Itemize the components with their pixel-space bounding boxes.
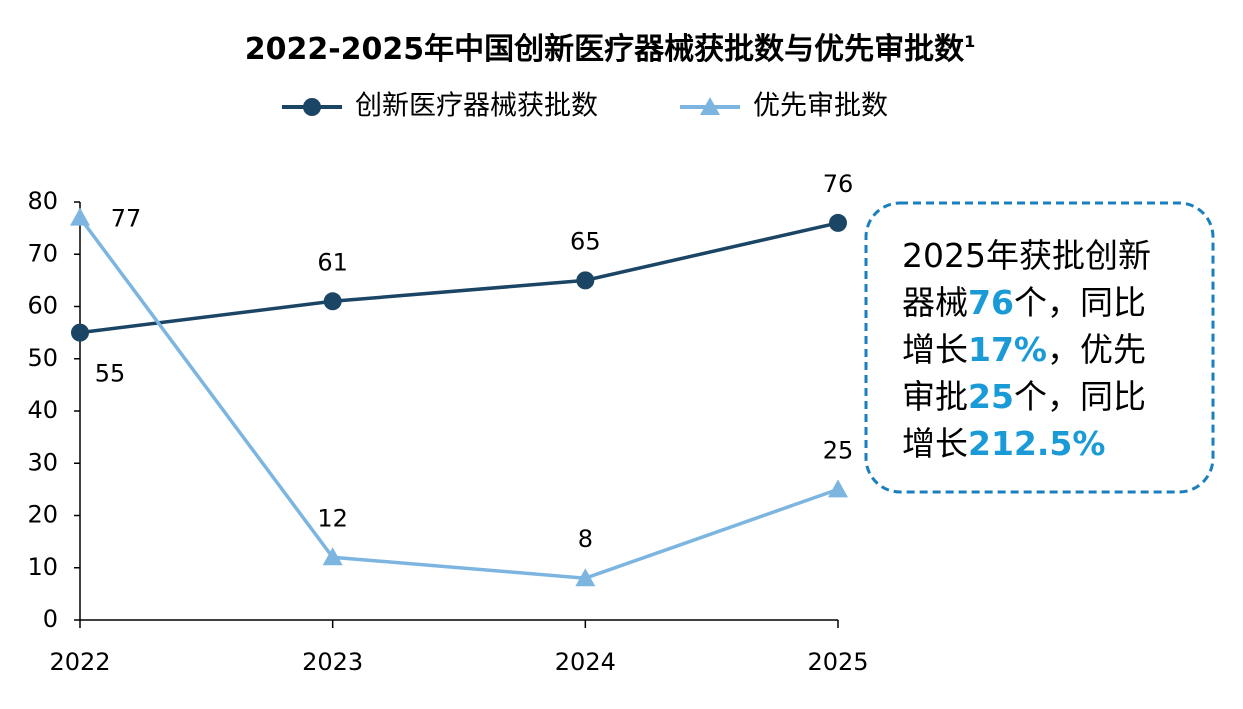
x-tick-label: 2023 (302, 648, 363, 676)
data-label: 8 (578, 525, 593, 553)
x-tick-label: 2025 (807, 648, 868, 676)
annotation-line: 审批25个，同比 (902, 377, 1146, 416)
data-point (828, 479, 848, 498)
y-tick-label: 70 (27, 239, 58, 267)
annotation-text: 2025年获批创新 (902, 236, 1151, 275)
data-point (829, 213, 847, 232)
data-label: 65 (570, 227, 601, 255)
annotation-text: 25 (968, 377, 1014, 416)
legend-label: 优先审批数 (753, 91, 888, 122)
x-tick-label: 2024 (555, 648, 616, 676)
annotation-text: 个，同比 (1014, 283, 1146, 322)
data-point (322, 547, 343, 566)
annotation-text: 器械 (902, 283, 968, 322)
annotation-text: 212.5% (968, 424, 1105, 463)
annotation-text: 审批 (902, 377, 968, 416)
legend: 创新医疗器械获批数 优先审批数 (282, 91, 888, 122)
annotation-text: ，优先 (1047, 330, 1146, 369)
series-line (79, 221, 839, 335)
legend-marker (700, 97, 720, 115)
title-text: 2022-2025年中国创新医疗器械获批数与优先审批数 (245, 32, 965, 67)
data-label: 77 (111, 205, 142, 233)
annotation-text: 个，同比 (1014, 377, 1146, 416)
series-line (78, 216, 839, 580)
legend-marker (303, 98, 321, 116)
y-tick-label: 30 (27, 448, 58, 476)
y-tick-label: 10 (27, 553, 58, 581)
data-label: 76 (823, 170, 854, 198)
annotation-text: 增长 (902, 330, 968, 369)
y-tick-label: 60 (27, 292, 58, 320)
x-tick-label: 2022 (49, 648, 110, 676)
annotation-line: 2025年获批创新 (902, 236, 1151, 275)
title-note: 1 (964, 32, 975, 51)
y-tick-label: 20 (27, 501, 58, 529)
annotation-line: 增长17%，优先 (902, 330, 1146, 369)
annotation-line: 增长212.5% (902, 424, 1105, 463)
y-tick-label: 40 (27, 396, 58, 424)
data-label: 12 (317, 504, 348, 532)
annotation-text: 17% (968, 330, 1047, 369)
data-label: 61 (317, 248, 348, 276)
data-point (576, 271, 595, 290)
y-tick-label: 0 (43, 605, 58, 633)
data-label: 55 (95, 360, 126, 388)
y-tick-label: 50 (27, 344, 58, 372)
annotation-text: 增长 (902, 424, 968, 463)
annotation-text: 76 (968, 283, 1014, 322)
annotation-box (864, 201, 1215, 494)
data-point (323, 292, 342, 311)
data-label: 25 (823, 436, 854, 464)
data-point (71, 323, 89, 342)
data-point (575, 568, 596, 587)
annotation-line: 器械76个，同比 (902, 283, 1146, 322)
legend-label: 创新医疗器械获批数 (355, 91, 598, 122)
y-tick-label: 80 (27, 187, 58, 215)
data-point (70, 207, 90, 226)
chart-title: 2022-2025年中国创新医疗器械获批数与优先审批数1 (245, 32, 976, 67)
